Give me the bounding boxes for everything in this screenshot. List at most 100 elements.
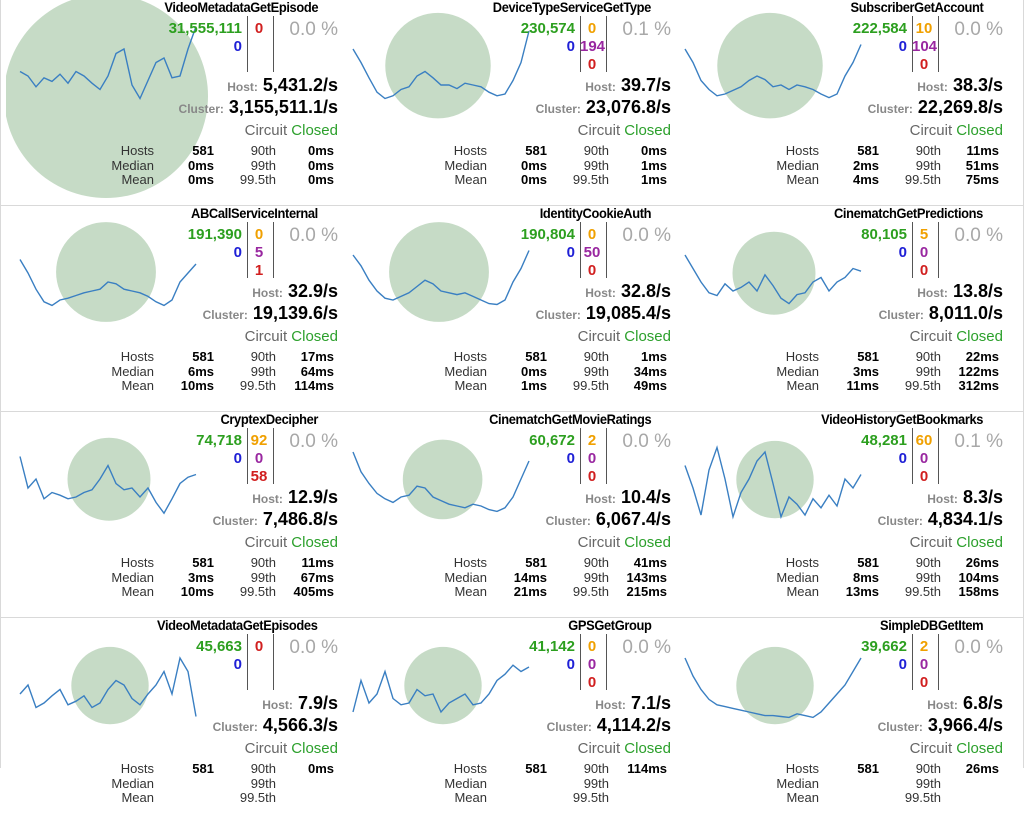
hosts-label: Hosts <box>453 761 487 776</box>
shortcircuit-count: 0 <box>919 468 929 485</box>
host-rate-value: 10.4/s <box>620 487 671 507</box>
cluster-rate-value: 23,076.8/s <box>585 97 671 117</box>
command-name[interactable]: CinematchGetMovieRatings <box>488 412 652 427</box>
p90-label: 90th <box>250 761 276 776</box>
circuit-monitor[interactable]: DeviceTypeServiceGetType 230,574 0 0 194 0… <box>339 0 671 206</box>
timeout-count: 0 <box>566 450 575 467</box>
host-rate-value: 7.1/s <box>630 693 671 713</box>
command-name[interactable]: IdentityCookieAuth <box>539 206 652 221</box>
median-label: Median <box>776 157 819 173</box>
circuit-status: Circuit Closed <box>910 534 1003 551</box>
host-label: Host: <box>585 286 616 300</box>
circuit-state: Closed <box>291 534 338 551</box>
cluster-rate-value: 19,085.4/s <box>585 303 671 323</box>
mean-label: Mean <box>786 790 819 805</box>
command-name[interactable]: VideoMetadataGetEpisode <box>164 0 318 15</box>
latency-stats: Hosts 581 90th 0ms Median 0ms 99th 0ms Mean 0ms… <box>88 143 338 188</box>
hosts-value: 581 <box>192 555 214 570</box>
circuit-monitor[interactable]: VideoMetadataGetEpisode 31,555,111 0 0 0… <box>6 0 338 206</box>
shortcircuit-count: 0 <box>254 638 264 655</box>
latency-stats: Hosts 581 90th 22ms Median 3ms 99th 122ms Mean… <box>753 349 1003 394</box>
median-label: Median <box>776 569 819 585</box>
circuit-label: Circuit <box>577 534 621 551</box>
mean-value: 4ms <box>852 172 879 187</box>
p99-label: 99th <box>915 363 941 379</box>
rate-sparkline <box>19 456 197 515</box>
cluster-rate-value: 19,139.6/s <box>252 303 338 323</box>
command-name[interactable]: SubscriberGetAccount <box>850 0 983 15</box>
median-label: Median <box>776 775 819 791</box>
hosts-value: 581 <box>525 555 547 570</box>
p99-label: 99th <box>250 775 276 791</box>
command-name[interactable]: DeviceTypeServiceGetType <box>492 0 652 15</box>
rejected-count: 10 <box>915 20 933 37</box>
shortcircuit-count: 0 <box>587 468 597 485</box>
p90-label: 90th <box>915 761 941 776</box>
circuit-label: Circuit <box>577 122 621 139</box>
latency-stats: Hosts 581 90th 0ms Median 0ms 99th 1ms Mean 0ms… <box>421 143 671 188</box>
cluster-rate: Cluster: 4,114.2/s <box>547 715 671 736</box>
hosts-label: Hosts <box>785 143 819 158</box>
cluster-rate-value: 8,011.0/s <box>928 303 1003 323</box>
circuit-monitor[interactable]: IdentityCookieAuth 190,804 0 0 50 0 0.0 % … <box>339 206 671 412</box>
cluster-label: Cluster: <box>545 514 591 528</box>
p99-label: 99th <box>915 569 941 585</box>
rejected-count: 0 <box>587 20 597 37</box>
command-name[interactable]: CryptexDecipher <box>220 412 318 427</box>
counts-divider <box>273 222 274 278</box>
command-name[interactable]: SimpleDBGetItem <box>879 618 984 633</box>
cluster-rate: Cluster: 19,085.4/s <box>536 303 671 324</box>
grid-divider <box>0 205 1024 206</box>
rate-circle <box>404 646 482 725</box>
host-label: Host: <box>262 698 293 712</box>
counts-divider <box>938 16 939 72</box>
command-name[interactable]: VideoHistoryGetBookmarks <box>820 412 983 427</box>
command-name[interactable]: GPSGetGroup <box>567 618 652 633</box>
counts-divider <box>606 428 607 484</box>
hosts-label: Hosts <box>453 349 487 364</box>
hosts-value: 581 <box>192 349 214 364</box>
p99-value: 122ms <box>958 363 999 379</box>
p99-value: 64ms <box>300 363 334 379</box>
counts-divider <box>938 428 939 484</box>
circuit-status: Circuit Closed <box>578 740 671 757</box>
circuit-state: Closed <box>291 328 338 345</box>
mean-label: Mean <box>786 378 819 393</box>
host-rate: Host: 5,431.2/s <box>227 75 338 96</box>
shortcircuit-count: 0 <box>919 262 929 279</box>
circuit-label: Circuit <box>909 122 953 139</box>
median-label: Median <box>111 363 154 379</box>
command-name[interactable]: ABCallServiceInternal <box>191 206 318 221</box>
timeout-count: 0 <box>233 450 242 467</box>
mean-value: 11ms <box>846 378 879 393</box>
latency-stats: Hosts 581 90th 11ms Median 2ms 99th 51ms Mean 4… <box>753 143 1003 188</box>
circuit-label: Circuit <box>577 328 621 345</box>
error-percentage: 0.0 % <box>954 225 1003 246</box>
circuit-monitor[interactable]: VideoMetadataGetEpisodes 45,663 0 0 0.0 … <box>6 618 338 824</box>
circuit-state: Closed <box>956 328 1003 345</box>
circuit-monitor[interactable]: VideoHistoryGetBookmarks 48,281 0 60 0 0 0… <box>671 412 1003 618</box>
cluster-rate-value: 6,067.4/s <box>595 509 671 529</box>
circuit-monitor[interactable]: SubscriberGetAccount 222,584 0 10 104 0 0.… <box>671 0 1003 206</box>
command-name[interactable]: CinematchGetPredictions <box>834 206 983 221</box>
rate-sparkline <box>19 259 197 307</box>
command-name[interactable]: VideoMetadataGetEpisodes <box>157 618 318 633</box>
p90-value: 26ms <box>965 761 999 776</box>
failure-count: 5 <box>254 244 264 261</box>
error-percentage: 0.0 % <box>289 431 338 452</box>
success-count: 191,390 <box>187 226 242 243</box>
cluster-rate: Cluster: 8,011.0/s <box>879 303 1003 324</box>
error-counts: 10 104 0 <box>912 20 937 74</box>
success-count: 74,718 <box>196 432 242 449</box>
cluster-rate-value: 4,834.1/s <box>927 509 1003 529</box>
latency-stats: Hosts 581 90th 26ms Median 8ms 99th 104ms Mean… <box>753 555 1003 600</box>
circuit-monitor[interactable]: CryptexDecipher 74,718 0 92 0 58 0.0 % Hos… <box>6 412 338 618</box>
monitor-graph <box>19 437 197 521</box>
